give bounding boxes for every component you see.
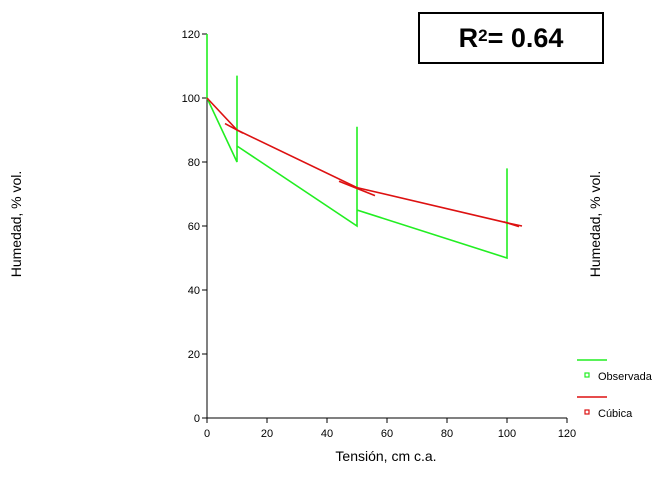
x-tick-label: 80 [441, 428, 453, 440]
y-tick-label: 120 [182, 29, 200, 41]
x-tick-label: 60 [381, 428, 393, 440]
fit-segment [224, 122, 244, 134]
x-tick-label: 0 [204, 428, 210, 440]
fit-segment [503, 221, 520, 228]
x-axis-title: Tensión, cm c.a. [335, 448, 436, 464]
x-tick-label: 20 [261, 428, 273, 440]
legend-label: Observada [598, 371, 653, 383]
legend-marker [584, 409, 590, 415]
y-tick-label: 60 [188, 221, 200, 233]
y-axis-title-left: Humedad, % vol. [8, 171, 24, 278]
fit-segment [338, 180, 376, 197]
legend: Observada Cúbica [577, 359, 653, 420]
legend-marker [584, 372, 590, 378]
y-tick-label: 20 [188, 349, 200, 361]
x-tick-label: 100 [498, 428, 516, 440]
x-tick-label: 120 [558, 428, 576, 440]
x-axis: 0 20 40 60 80 100 120 [204, 417, 576, 440]
series-line-observada [206, 34, 508, 260]
legend-label: Cúbica [598, 408, 633, 420]
y-tick-label: 40 [188, 285, 200, 297]
y-axis: 0 20 40 60 80 100 120 [182, 29, 208, 425]
r-squared-value: = 0.64 [487, 22, 564, 53]
series-line-cubica [206, 97, 523, 227]
plot-lines [206, 34, 523, 260]
y-tick-label: 0 [194, 413, 200, 425]
y-tick-label: 100 [182, 93, 200, 105]
r-squared-prefix: R [458, 22, 479, 53]
r-squared-exponent: 2 [478, 26, 488, 45]
y-tick-label: 80 [188, 157, 200, 169]
y-axis-title-right: Humedad, % vol. [587, 171, 603, 278]
x-tick-label: 40 [321, 428, 333, 440]
